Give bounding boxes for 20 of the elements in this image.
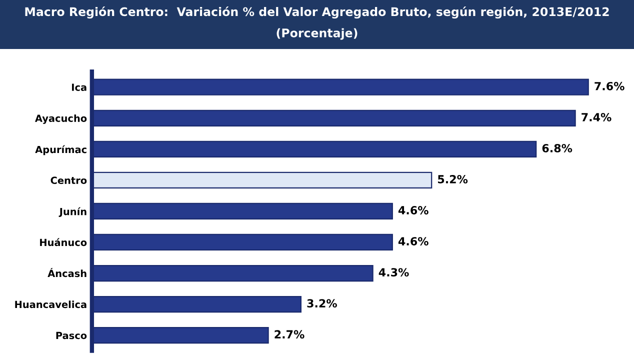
data-label: 5.2%	[438, 175, 468, 184]
data-label: 6.8%	[542, 144, 572, 152]
data-label: 4.6%	[398, 206, 428, 214]
y-tick-label: Huánuco	[40, 238, 87, 246]
data-label: 4.6%	[398, 237, 428, 246]
y-tick-label: Áncash	[48, 268, 86, 278]
data-label: 7.6%	[594, 82, 624, 90]
y-tick-label: Pasco	[56, 332, 87, 340]
y-tick-label: Ayacucho	[34, 114, 87, 124]
data-label: 7.4%	[582, 112, 612, 122]
y-tick-label: Centro	[50, 176, 87, 184]
y-tick-label: Ica	[72, 84, 86, 91]
chart-subtitle: (Porcentaje)	[276, 28, 358, 40]
y-tick-label: Junín	[58, 207, 86, 218]
y-tick-label: Apurímac	[35, 145, 86, 156]
data-label: 4.3%	[378, 268, 409, 276]
data-label: 3.2%	[307, 299, 337, 308]
y-tick-label: Huancavelica	[15, 300, 86, 308]
data-label: 2.7%	[274, 330, 304, 339]
chart-title: Macro Región Centro: Variación % del Valor Agregado Bruto, según región, 2013E/2012	[25, 6, 609, 19]
